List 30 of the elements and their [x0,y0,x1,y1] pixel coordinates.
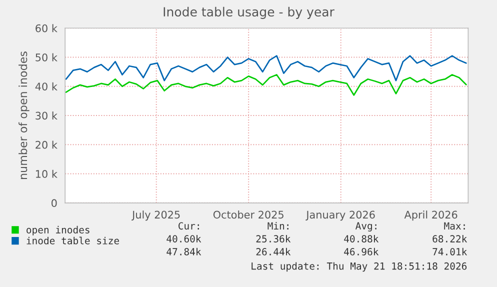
line-series [65,74,467,96]
text: 46.96k [344,248,379,256]
text: 25.36k [256,234,291,242]
text: 26.44k [256,248,291,256]
text: 40.88k [344,234,379,242]
y-tick-label: 50 k [36,53,58,62]
text: Cur: [178,222,199,230]
text: Min: [268,222,288,230]
text: Max: [444,222,465,230]
x-tick-label: April 2026 [404,210,458,221]
text: 40.60k [166,234,202,242]
text: Last update: Thu May 21 18:51:18 2026 [252,262,467,272]
y-tick-label: 40 k [35,82,58,90]
line-series [65,55,467,82]
legend-label: open inodes [26,226,90,236]
y-tick-label: 10 k [36,170,58,178]
y-tick-label: 30 k [36,112,58,120]
y-axis-title: number of open inodes [18,52,30,180]
x-tick-label: July 2025 [132,210,180,221]
y-tick-label: 20 k [36,140,58,149]
y-tick-label: 0 [52,199,57,208]
y-tick-label: 60 k [36,24,58,32]
legend-label: inode table size [26,236,120,244]
text: Avg: [355,222,376,232]
text: 74.01k [432,248,468,256]
text: 47.84k [166,248,202,256]
x-tick-label: October 2025 [213,210,284,219]
x-tick-label: January 2026 [306,210,375,221]
chart-title: Inode table usage - by year [164,6,334,19]
text: 68.22k [432,234,468,242]
